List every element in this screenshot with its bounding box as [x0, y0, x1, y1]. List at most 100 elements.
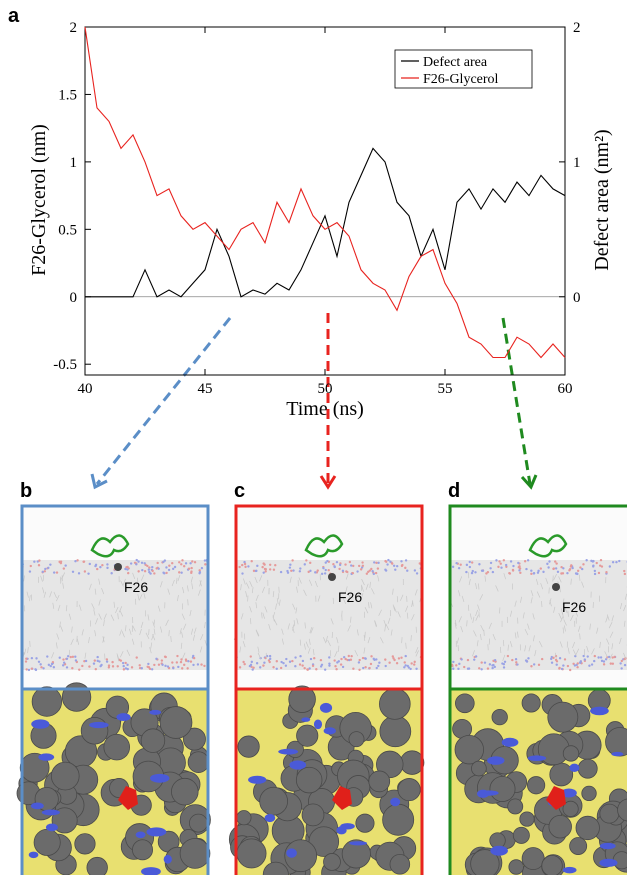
lipid-head	[499, 562, 502, 565]
lipid-head	[160, 659, 164, 662]
lipid-head	[511, 658, 514, 662]
lipid-head	[457, 667, 460, 671]
lipid-head	[357, 661, 361, 664]
lipid-tail	[596, 627, 599, 634]
defect-blob	[30, 802, 44, 810]
surface-blob	[288, 685, 316, 713]
defect-blob	[390, 797, 401, 807]
lipid-head	[107, 666, 111, 669]
lipid-head	[341, 665, 345, 669]
surface-blob	[521, 693, 541, 713]
lipid-tail	[245, 591, 248, 598]
lipid-tail	[65, 605, 68, 612]
lipid-tail	[59, 576, 62, 583]
lipid-head	[611, 656, 614, 659]
lipid-head	[116, 665, 119, 668]
lipid-head	[372, 572, 376, 576]
x-tick-label: 60	[558, 381, 573, 397]
lipid-head	[311, 664, 315, 668]
lipid-tail	[43, 591, 47, 598]
lipid-head	[572, 662, 575, 665]
lipid-tail	[264, 606, 268, 613]
lipid-tail	[414, 589, 418, 596]
lipid-head	[623, 569, 626, 573]
lipid-head	[150, 668, 154, 671]
lipid-head	[384, 664, 387, 668]
lipid-tail	[553, 606, 556, 613]
lipid-head	[301, 664, 304, 667]
defect-blob	[45, 823, 58, 832]
lipid-head	[181, 559, 184, 562]
lipid-tail	[76, 638, 80, 645]
defect-blob	[599, 858, 618, 867]
lipid-tail	[520, 596, 522, 603]
lipid-head	[404, 559, 408, 562]
lipid-head	[326, 559, 329, 563]
lipid-tail	[119, 629, 122, 636]
residue-surface	[332, 786, 352, 810]
surface-blob	[74, 833, 96, 855]
lipid-tail	[189, 609, 192, 617]
lipid-head	[560, 667, 564, 671]
surface-blob	[341, 839, 371, 869]
surface-blob	[80, 716, 109, 745]
surface-blob	[86, 856, 108, 875]
lipid-head	[526, 559, 530, 562]
lipid-head	[298, 570, 302, 573]
lipid-head	[359, 568, 363, 571]
lipid-head	[585, 559, 588, 562]
lipid-head	[74, 655, 77, 658]
surface-blob	[179, 838, 211, 869]
x-tick-label: 55	[438, 381, 453, 397]
lipid-tail	[125, 625, 127, 632]
surface-blob	[183, 727, 206, 751]
lipid-tail	[383, 620, 387, 627]
lipid-head	[358, 658, 361, 662]
lipid-head	[502, 666, 506, 669]
lipid-head	[307, 570, 310, 574]
lipid-head	[138, 664, 141, 667]
lipid-head	[328, 664, 331, 667]
lipid-head	[549, 657, 553, 661]
membrane	[450, 560, 627, 670]
surface-blob	[399, 750, 425, 775]
lipid-head	[135, 563, 138, 566]
lipid-tail	[199, 580, 202, 587]
lipid-tail	[55, 642, 58, 649]
lipid-head	[562, 567, 565, 570]
lipid-head	[262, 571, 265, 574]
lipid-head	[94, 667, 97, 671]
surface-blob	[389, 853, 411, 875]
lipid-head	[351, 571, 355, 575]
lipid-head	[493, 659, 497, 662]
x-tick-label: 50	[318, 381, 333, 397]
lipid-tail	[275, 603, 277, 610]
lipid-head	[279, 666, 283, 670]
lipid-head	[358, 668, 361, 672]
lipid-head	[203, 664, 206, 668]
lipid-tail	[123, 578, 126, 585]
lipid-tail	[509, 641, 513, 648]
lipid-head	[164, 664, 167, 668]
lipid-tail	[116, 655, 120, 662]
lipid-head	[204, 563, 207, 566]
lipid-head	[269, 657, 272, 661]
lipid-head	[566, 571, 569, 575]
membrane	[22, 560, 208, 670]
lipid-head	[385, 560, 388, 564]
surface-blob	[519, 811, 535, 827]
lipid-tail	[400, 594, 404, 601]
panel-label: c	[234, 480, 245, 502]
surface-blob	[61, 682, 92, 712]
lipid-head	[592, 559, 595, 563]
lipid-head	[241, 572, 244, 575]
residue-surface	[118, 786, 138, 810]
lipid-head	[586, 655, 589, 658]
lipid-tail	[499, 646, 502, 653]
lipid-tail	[572, 641, 576, 649]
lipid-head	[338, 563, 342, 567]
lipid-head	[71, 655, 75, 659]
lipid-head	[409, 667, 412, 671]
lipid-head	[155, 567, 158, 570]
lipid-head	[344, 657, 347, 661]
